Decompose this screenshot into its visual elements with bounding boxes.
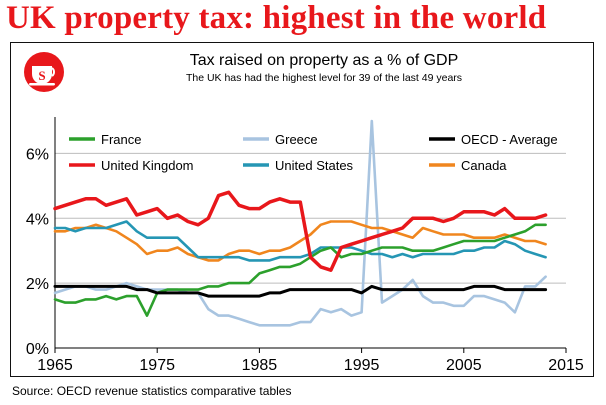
legend-label-united-states: United States [275,158,354,173]
series-line-united-kingdom [53,190,548,272]
y-tick-label: 0% [26,341,49,358]
legend-label-france: France [101,132,141,147]
logo-handle [51,67,55,77]
legend-label-greece: Greece [275,132,318,147]
y-axis: 0% 2% 4% 6% [26,117,56,358]
x-tick-label: 1995 [344,357,380,374]
chart-subtitle: The UK has had the highest level for 39 … [186,72,462,84]
series-line-canada [53,220,547,262]
chart-frame: S Tax raised on property as a % of GDP T… [10,42,594,377]
y-tick-label: 4% [26,211,49,228]
series-line-oecd-average [53,284,548,298]
logo-saucer [29,83,55,86]
series-line-united-states [53,220,547,262]
legend-label-oecd-average: OECD - Average [461,132,558,147]
x-axis: 1965 1975 1985 1995 2005 2015 [37,347,584,374]
x-tick-label: 1965 [37,357,73,374]
legend-label-canada: Canada [461,158,507,173]
chart-title: Tax raised on property as a % of GDP [190,52,459,69]
logo-letter: S [38,68,45,83]
y-tick-label: 2% [26,276,49,293]
x-tick-label: 2015 [548,357,584,374]
line-chart: S Tax raised on property as a % of GDP T… [24,52,584,374]
x-tick-label: 1975 [139,357,175,374]
gridlines [55,152,566,284]
teacup-logo: S [24,52,64,92]
series-line-greece [53,119,547,327]
source-note: Source: OECD revenue statistics comparat… [12,384,292,398]
y-tick-label: 6% [26,146,49,163]
logo-cup [32,66,52,84]
x-tick-label: 1985 [242,357,278,374]
series-lines [53,119,548,327]
legend: France Greece OECD - Average United Kingdom… [69,132,558,173]
series-line-france [53,223,547,317]
headline: UK property tax: highest in the world [6,0,547,36]
legend-label-united-kingdom: United Kingdom [101,158,194,173]
x-tick-label: 2005 [446,357,482,374]
